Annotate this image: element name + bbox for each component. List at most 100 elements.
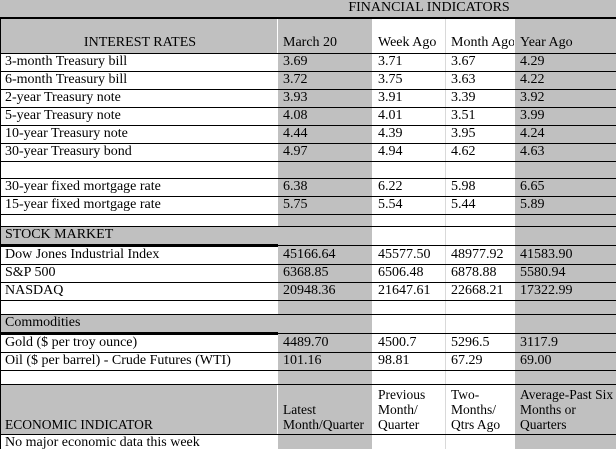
spacer-cell bbox=[372, 214, 446, 227]
column-header-previous: Previous Month/ Quarter bbox=[372, 384, 446, 435]
value-cell: 21647.61 bbox=[372, 282, 446, 301]
row-label: 2-year Treasury note bbox=[0, 89, 278, 108]
row-label: 30-year fixed mortgage rate bbox=[0, 178, 278, 197]
value-cell: 4.29 bbox=[513, 53, 616, 72]
section-row-commodities: Commodities bbox=[0, 314, 616, 335]
row-label: NASDAQ bbox=[0, 282, 278, 301]
value-cell: 41583.90 bbox=[513, 245, 616, 265]
spacer-row bbox=[0, 300, 616, 315]
value-cell: 4.01 bbox=[372, 107, 446, 126]
row-label: 3-month Treasury bill bbox=[0, 53, 278, 72]
column-header-month-ago: Month Ago bbox=[445, 18, 515, 54]
section-label-commodities: Commodities bbox=[0, 314, 278, 335]
spacer-cell bbox=[445, 370, 515, 385]
value-cell: 3.39 bbox=[445, 89, 515, 108]
column-header-latest: Latest Month/Quarter bbox=[277, 384, 373, 435]
spacer-cell bbox=[277, 161, 373, 179]
value-cell: 3.99 bbox=[513, 107, 616, 126]
value-cell: 5296.5 bbox=[445, 333, 515, 353]
value-cell: 3.67 bbox=[445, 53, 515, 72]
value-cell: 45577.50 bbox=[372, 245, 446, 265]
row-label: Oil ($ per barrel) - Crude Futures (WTI) bbox=[0, 352, 278, 371]
value-cell: 101.16 bbox=[277, 352, 373, 371]
column-header-average: Average-Past Six Months or Quarters bbox=[513, 384, 616, 435]
spacer-cell bbox=[277, 214, 373, 227]
economic-indicator-header-row: ECONOMIC INDICATOR Latest Month/Quarter … bbox=[0, 384, 616, 435]
value-cell: 3.63 bbox=[445, 71, 515, 90]
value-cell: 4.97 bbox=[277, 143, 373, 162]
table-row: 3-month Treasury bill 3.69 3.71 3.67 4.2… bbox=[0, 53, 616, 72]
value-cell: 48977.92 bbox=[445, 245, 515, 265]
row-label: 6-month Treasury bill bbox=[0, 71, 278, 90]
title-spacer-cell bbox=[0, 0, 278, 19]
spacer-cell bbox=[445, 214, 515, 227]
spacer-cell bbox=[445, 161, 515, 179]
spacer-cell bbox=[277, 434, 373, 449]
value-cell: 4500.7 bbox=[372, 333, 446, 353]
spacer-cell bbox=[445, 434, 515, 449]
spacer-cell bbox=[445, 300, 515, 315]
spacer-cell bbox=[277, 226, 373, 246]
spacer-cell bbox=[513, 161, 616, 179]
value-cell: 6506.48 bbox=[372, 264, 446, 283]
value-cell: 17322.99 bbox=[513, 282, 616, 301]
value-cell: 4489.70 bbox=[277, 333, 373, 353]
value-cell: 3.92 bbox=[513, 89, 616, 108]
value-cell: 3.95 bbox=[445, 125, 515, 144]
spacer-cell bbox=[372, 226, 446, 246]
table-row: 30-year fixed mortgage rate 6.38 6.22 5.… bbox=[0, 178, 616, 197]
value-cell: 5.98 bbox=[445, 178, 515, 197]
spacer-cell bbox=[513, 300, 616, 315]
title-row: FINANCIAL INDICATORS bbox=[0, 0, 616, 19]
table-row: 30-year Treasury bond 4.97 4.94 4.62 4.6… bbox=[0, 143, 616, 162]
value-cell: 45166.64 bbox=[277, 245, 373, 265]
column-header-year-ago: Year Ago bbox=[513, 18, 616, 54]
value-cell: 69.00 bbox=[513, 352, 616, 371]
value-cell: 6878.88 bbox=[445, 264, 515, 283]
column-header-march-20: March 20 bbox=[277, 18, 373, 54]
spacer-row bbox=[0, 161, 616, 179]
spacer-cell bbox=[513, 214, 616, 227]
spacer-cell bbox=[372, 161, 446, 179]
spacer-cell bbox=[277, 370, 373, 385]
spacer-cell bbox=[445, 314, 515, 334]
value-cell: 6368.85 bbox=[277, 264, 373, 283]
spacer-cell bbox=[0, 300, 278, 315]
value-cell: 67.29 bbox=[445, 352, 515, 371]
value-cell: 4.22 bbox=[513, 71, 616, 90]
table-row: 10-year Treasury note 4.44 4.39 3.95 4.2… bbox=[0, 125, 616, 144]
row-label: 5-year Treasury note bbox=[0, 107, 278, 126]
value-cell: 3.72 bbox=[277, 71, 373, 90]
value-cell: 6.22 bbox=[372, 178, 446, 197]
column-header-two-months: Two- Months/ Qtrs Ago bbox=[445, 384, 515, 435]
value-cell: 5580.94 bbox=[513, 264, 616, 283]
table-row: Gold ($ per troy ounce) 4489.70 4500.7 5… bbox=[0, 333, 616, 353]
value-cell: 5.54 bbox=[372, 196, 446, 215]
value-cell: 3.75 bbox=[372, 71, 446, 90]
section-label-economic-indicator: ECONOMIC INDICATOR bbox=[0, 384, 278, 435]
spacer-cell bbox=[0, 370, 278, 385]
value-cell: 4.39 bbox=[372, 125, 446, 144]
column-header-row: INTEREST RATES March 20 Week Ago Month A… bbox=[0, 18, 616, 54]
economic-note-row: No major economic data this week bbox=[0, 434, 616, 449]
spacer-row bbox=[0, 214, 616, 227]
row-label: 10-year Treasury note bbox=[0, 125, 278, 144]
value-cell: 3117.9 bbox=[513, 333, 616, 353]
value-cell: 5.75 bbox=[277, 196, 373, 215]
value-cell: 22668.21 bbox=[445, 282, 515, 301]
section-label-stock-market: STOCK MARKET bbox=[0, 226, 278, 247]
spacer-cell bbox=[0, 214, 278, 227]
value-cell: 3.51 bbox=[445, 107, 515, 126]
table-row: NASDAQ 20948.36 21647.61 22668.21 17322.… bbox=[0, 282, 616, 301]
row-label: Gold ($ per troy ounce) bbox=[0, 333, 278, 353]
value-cell: 98.81 bbox=[372, 352, 446, 371]
table-row: 2-year Treasury note 3.93 3.91 3.39 3.92 bbox=[0, 89, 616, 108]
table-row: Dow Jones Industrial Index 45166.64 4557… bbox=[0, 245, 616, 265]
spacer-cell bbox=[372, 370, 446, 385]
spacer-cell bbox=[372, 314, 446, 334]
value-cell: 3.91 bbox=[372, 89, 446, 108]
spacer-cell bbox=[513, 434, 616, 449]
spacer-cell bbox=[513, 370, 616, 385]
